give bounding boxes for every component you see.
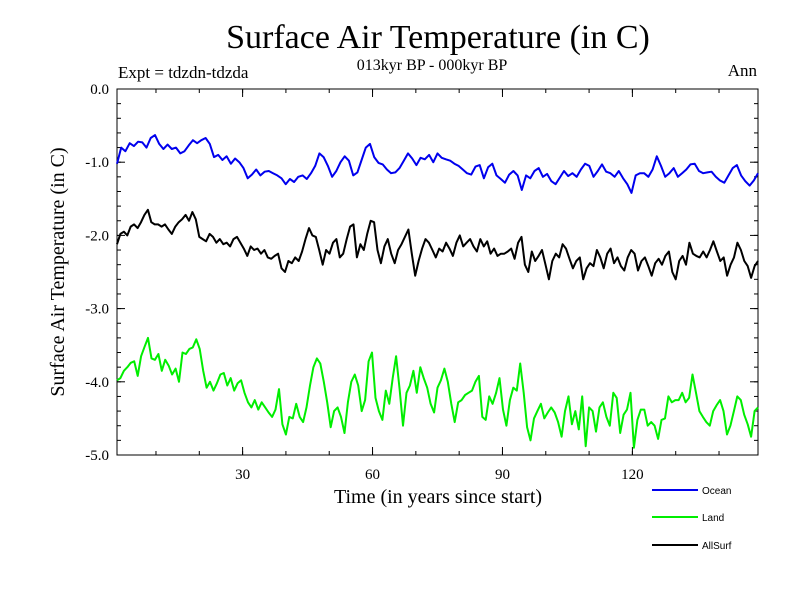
y-tick-label: -2.0 bbox=[85, 228, 109, 244]
y-tick-label: -1.0 bbox=[85, 155, 109, 171]
legend-label: Ocean bbox=[702, 486, 731, 497]
y-axis-label: Surface Air Temperature (in C) bbox=[47, 147, 69, 396]
x-tick-label: 30 bbox=[235, 467, 250, 483]
legend: Ocean Land AllSurf bbox=[652, 486, 732, 552]
x-tick-label: 90 bbox=[495, 467, 510, 483]
legend-label: Land bbox=[702, 513, 724, 524]
series-line-land bbox=[116, 336, 759, 449]
chart-subtitle: 013kyr BP - 000kyr BP bbox=[357, 57, 508, 74]
plot-area: 0.0 -1.0 -2.0 -3.0 -4.0 -5.0 30 60 90 120 bbox=[85, 82, 759, 483]
x-axis-label: Time (in years since start) bbox=[334, 486, 542, 508]
legend-label: AllSurf bbox=[702, 541, 732, 552]
y-tick-label: -3.0 bbox=[85, 302, 109, 318]
x-tick-label: 120 bbox=[621, 467, 644, 483]
y-tick-label: -5.0 bbox=[85, 448, 109, 464]
series-line-allsurf bbox=[116, 208, 759, 281]
y-tick-label: -4.0 bbox=[85, 375, 109, 391]
legend-item-allsurf: AllSurf bbox=[652, 541, 732, 552]
series-line-ocean bbox=[116, 134, 759, 194]
legend-item-land: Land bbox=[652, 513, 724, 524]
chart-title: Surface Air Temperature (in C) bbox=[226, 19, 650, 56]
legend-item-ocean: Ocean bbox=[652, 486, 731, 497]
y-tick-label: 0.0 bbox=[90, 82, 109, 98]
plot-frame bbox=[116, 88, 759, 456]
experiment-label: Expt = tdzdn-tdzda bbox=[118, 63, 249, 82]
season-label: Ann bbox=[728, 61, 758, 80]
x-tick-label: 60 bbox=[365, 467, 380, 483]
